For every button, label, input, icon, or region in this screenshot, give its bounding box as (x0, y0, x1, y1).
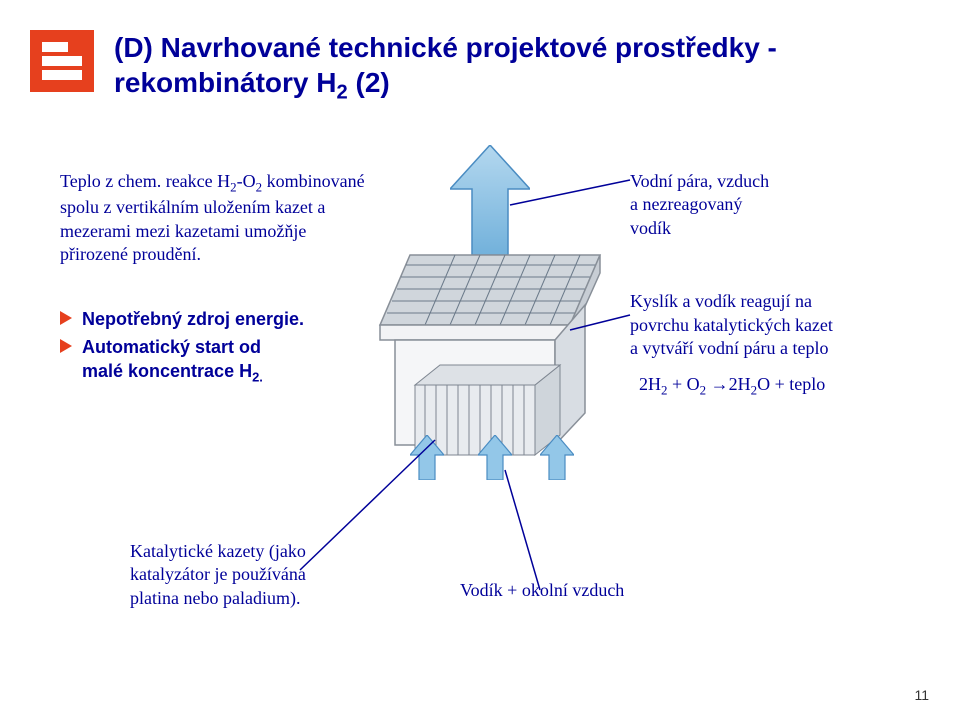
right-paragraph-2: Kyslík a vodík reagují na povrchu kataly… (630, 290, 920, 360)
page-number: 11 (914, 687, 929, 703)
bullet-1: Nepotřebný zdroj energie. (60, 307, 370, 331)
reaction-equation: 2H2 + O2 →2H2O + teplo (630, 374, 920, 399)
bullet-list: Nepotřebný zdroj energie. Automatický st… (60, 307, 370, 387)
bottom-right-callout: Vodík + okolní vzduch (460, 580, 624, 601)
cez-logo (30, 30, 94, 92)
slide-title: (D) Navrhované technické projektové pros… (114, 30, 777, 106)
right-paragraph-1: Vodní pára, vzduch a nezreagovaný vodík (630, 170, 920, 240)
arrow-up-icon (450, 145, 530, 255)
small-arrows-up (410, 435, 570, 485)
left-column: Teplo z chem. reakce H2-O2 kombinované s… (60, 170, 370, 390)
bullet-2: Automatický start od malé koncentrace H2… (60, 335, 370, 386)
bottom-left-callout: Katalytické kazety (jako katalyzátor je … (130, 540, 370, 610)
arrow-up-small-icon (410, 435, 444, 480)
right-column: Vodní pára, vzduch a nezreagovaný vodík … (630, 170, 920, 399)
bullet-marker-icon (60, 311, 72, 325)
slide-header: (D) Navrhované technické projektové pros… (30, 30, 929, 106)
left-paragraph: Teplo z chem. reakce H2-O2 kombinované s… (60, 170, 370, 267)
arrow-up-small-icon (478, 435, 512, 480)
slide-content: Teplo z chem. reakce H2-O2 kombinované s… (40, 150, 919, 681)
title-line2-suffix: (2) (348, 67, 390, 98)
arrow-up-small-icon (540, 435, 574, 480)
title-sub: 2 (337, 82, 348, 104)
recombiner-diagram (370, 145, 620, 485)
title-line1: (D) Navrhované technické projektové pros… (114, 32, 777, 63)
recombiner-box (370, 245, 620, 465)
title-line2-prefix: rekombinátory H (114, 67, 337, 98)
bullet-marker-icon (60, 339, 72, 353)
